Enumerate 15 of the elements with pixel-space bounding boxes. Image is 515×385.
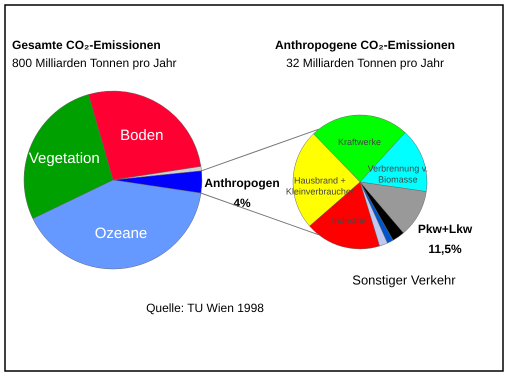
chart-title: Anthropogene CO₂-Emissionen	[274, 38, 456, 52]
data-label: 11,5%	[428, 242, 462, 256]
slice-label: Ozeane	[94, 224, 148, 242]
chart-subtitle: 800 Milliarden Tonnen pro Jahr	[12, 56, 177, 70]
slice-label: Industrie	[332, 216, 366, 226]
slice-label: Boden	[120, 127, 164, 144]
slice-label: Pkw+Lkw	[418, 222, 473, 236]
source-note: Quelle: TU Wien 1998	[146, 301, 264, 315]
chart-title: Gesamte CO₂-Emissionen	[12, 38, 161, 52]
slice-label: Vegetation	[28, 150, 100, 168]
slice-label: Kraftwerke	[338, 136, 381, 147]
slice-label: Sonstiger Verkehr	[352, 272, 456, 288]
slice-label: Anthropogen	[204, 176, 280, 190]
chart-subtitle: 32 Milliarden Tonnen pro Jahr	[286, 56, 444, 70]
data-label: 4%	[233, 196, 252, 210]
